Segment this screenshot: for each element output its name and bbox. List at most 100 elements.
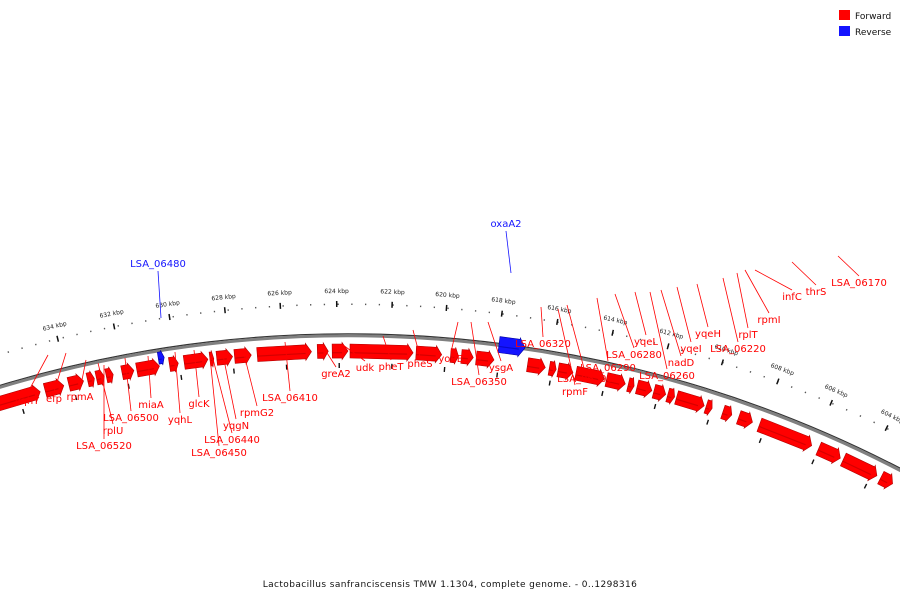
gene-arrow-forward [736, 410, 753, 429]
legend-reverse-swatch [839, 26, 850, 36]
gene-arrow-forward-shade [817, 449, 835, 458]
gene-label: rpmG2 [240, 408, 274, 419]
inner-mark [653, 403, 657, 410]
gene-label: pheT [379, 362, 405, 373]
gene-label-leader [242, 349, 258, 407]
ruler-minor-tick [804, 391, 807, 394]
gene-label-leader [209, 356, 220, 447]
gene-label: glcK [188, 399, 210, 410]
gene-arrow-reverse-shade [158, 358, 162, 361]
ruler-minor-tick [832, 402, 834, 405]
gene-arrow-forward-shade [216, 358, 227, 361]
inner-mark [863, 483, 868, 489]
gene-label-leader [147, 355, 152, 399]
gene-label-leader [634, 291, 647, 336]
gene-arrow-forward-shade [257, 352, 306, 357]
gene-label: yqeH [695, 329, 721, 340]
gene-label-leader [26, 354, 49, 395]
gene-label-leader [676, 286, 692, 343]
gene-label-leader [540, 306, 544, 338]
gene-labels: yqhY efp rpmA rplU LSA_06520 LSA_06500 miaA LSA… [15, 219, 887, 459]
gene-label: LSA_06350 [451, 377, 507, 388]
gene-arrow-forward [635, 379, 653, 399]
gene-label: yqhY [15, 396, 41, 407]
gene-label: LSA_06410 [262, 393, 318, 404]
gene-arrow-forward [815, 441, 841, 465]
gene-label: LSA_06450 [191, 448, 247, 459]
ruler-major-tick [223, 307, 226, 314]
gene-label-leader [660, 289, 682, 357]
gene-arrow-reverse-shade [498, 345, 519, 350]
ruler-tick-label: 626 kbp [267, 289, 292, 297]
gene-arrow-forward [42, 377, 65, 398]
ruler-tick-label: 620 kbp [435, 291, 460, 300]
ruler-major-tick [500, 310, 503, 317]
gene-arrow-forward [604, 372, 626, 392]
gene-arrow-forward [135, 357, 160, 378]
gene-arrow-forward [256, 342, 312, 362]
gene-label-leader [696, 283, 709, 328]
gene-label: LSA_06220 [710, 344, 766, 355]
legend-forward-label: Forward [855, 12, 891, 22]
gene-label: yodB [438, 354, 463, 365]
gene-arrow-forward [556, 362, 574, 381]
gene-label: rplT [738, 330, 758, 341]
gene-arrow-forward-shade [737, 418, 747, 423]
gene-arrow-forward-shade [653, 392, 661, 396]
gene-label-leader [837, 255, 860, 277]
gene-arrow-forward [316, 341, 329, 361]
gene-arrow-forward-shade [879, 478, 888, 484]
gene-label: yqhL [168, 415, 193, 426]
ruler-minor-tick [886, 428, 889, 430]
gene-arrow-forward-shade [627, 385, 632, 388]
ruler-minor-tick [818, 397, 821, 399]
gene-arrow-forward-shade [169, 364, 175, 367]
ruler-tick-label: 604 kbp [880, 408, 900, 425]
gene-label: udk [356, 363, 375, 374]
ruler-tick-label: 612 kbp [659, 328, 685, 341]
ruler-major-tick [56, 335, 60, 342]
gene-arrow-forward-shade [461, 357, 468, 360]
ruler-major-tick [556, 318, 559, 326]
gene-arrow-reverse [497, 336, 526, 358]
gene-label-leader [649, 291, 668, 370]
gene-arrow-forward [526, 357, 546, 376]
gene-label: LSA_06260 [639, 371, 695, 382]
gene-arrow-forward-shade [184, 361, 203, 365]
gene-label: miaA [138, 400, 164, 411]
gene-label: pheS [407, 359, 432, 370]
gene-arrow-forward [349, 342, 414, 362]
gene-label-leader [744, 269, 770, 314]
ruler-tick-label: 622 kbp [380, 288, 405, 296]
gene-label: LSA_06320 [515, 339, 571, 350]
ruler-major-tick [776, 378, 780, 385]
gene-label-leader [505, 230, 512, 274]
gene-label-leader [193, 349, 200, 398]
gene-arrow-forward [574, 365, 605, 388]
ruler-major-tick [168, 313, 171, 321]
ruler-tick-label: 608 kbp [770, 362, 796, 377]
gene-arrow-forward [331, 341, 349, 361]
gene-label: LSA_06500 [103, 413, 159, 424]
gene-label: rpmA [66, 392, 93, 403]
gene-label-leader [754, 269, 793, 291]
gene-label-leader [450, 321, 459, 353]
gene-arrow-forward [840, 452, 878, 482]
gene-label-leader [222, 354, 237, 420]
legend: Forward Reverse [839, 10, 892, 38]
gene-arrow-forward-shade [476, 359, 489, 362]
gene-label-leader [614, 293, 635, 349]
gene-label-leader [211, 354, 233, 434]
gene-arrow-forward [674, 390, 705, 414]
gene-arrow-forward [233, 346, 252, 365]
gene-label: rplU [103, 426, 124, 437]
gene-label-leader [97, 362, 114, 425]
gene-arrow-forward-shade [87, 380, 92, 383]
gene-label-leader [470, 321, 480, 376]
gene-arrow-forward-shade [667, 396, 672, 399]
ruler-tick-label: 628 kbp [211, 293, 236, 302]
inner-mark [548, 380, 551, 386]
gene-arrow-forward [720, 404, 733, 422]
ruler-major-tick [611, 329, 615, 336]
